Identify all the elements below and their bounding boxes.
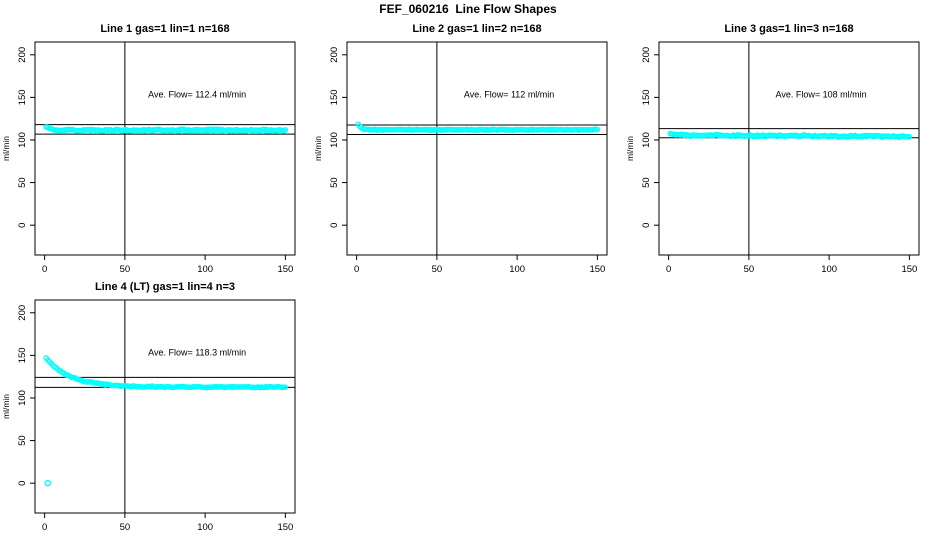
x-axis: 0 50 100 150 bbox=[42, 513, 293, 533]
plot-box bbox=[346, 41, 608, 256]
x-tick-label: 100 bbox=[821, 264, 837, 275]
y-axis: 0 50 100 150 200 bbox=[17, 305, 35, 486]
x-tick-label: 100 bbox=[197, 264, 213, 275]
y-tick-label: 50 bbox=[641, 177, 652, 188]
x-tick-label: 50 bbox=[120, 522, 131, 533]
y-tick-label: 100 bbox=[329, 132, 340, 148]
x-axis: 0 50 100 150 bbox=[354, 255, 605, 275]
y-axis: 0 50 100 150 200 bbox=[17, 47, 35, 228]
plot-box bbox=[34, 41, 296, 256]
x-tick-label: 50 bbox=[432, 264, 443, 275]
x-tick-label: 100 bbox=[197, 522, 213, 533]
y-tick-label: 200 bbox=[17, 305, 28, 321]
subplot-title: Line 4 (LT) gas=1 lin=4 n=3 bbox=[95, 281, 235, 293]
reference-lines bbox=[35, 42, 295, 255]
y-axis-label: ml/min bbox=[313, 136, 323, 161]
x-axis: 0 50 100 150 bbox=[666, 255, 917, 275]
y-tick-label: 150 bbox=[17, 347, 28, 363]
y-tick-label: 0 bbox=[17, 481, 28, 486]
y-tick-label: 200 bbox=[641, 47, 652, 63]
y-tick-label: 50 bbox=[17, 435, 28, 446]
outlier-point bbox=[44, 479, 52, 487]
x-tick-label: 0 bbox=[666, 264, 671, 275]
y-tick-label: 50 bbox=[329, 177, 340, 188]
ave-flow-annotation: Ave. Flow= 118.3 ml/min bbox=[148, 347, 246, 357]
reference-lines bbox=[35, 300, 295, 513]
y-axis: 0 50 100 150 200 bbox=[641, 47, 659, 228]
subplot-line-1: Line 1 gas=1 lin=1 n=168 0 50 100 150 0 50 100 1… bbox=[1, 23, 296, 275]
subplot-title: Line 2 gas=1 lin=2 n=168 bbox=[412, 23, 541, 35]
ave-flow-annotation: Ave. Flow= 112 ml/min bbox=[464, 89, 554, 99]
y-tick-label: 150 bbox=[17, 89, 28, 105]
reference-lines bbox=[659, 42, 919, 255]
y-tick-label: 100 bbox=[17, 132, 28, 148]
y-tick-label: 150 bbox=[641, 89, 652, 105]
y-axis-label: ml/min bbox=[1, 136, 11, 161]
scatter-series bbox=[43, 355, 289, 487]
y-tick-label: 0 bbox=[641, 223, 652, 228]
x-tick-label: 150 bbox=[277, 264, 293, 275]
x-tick-label: 50 bbox=[120, 264, 131, 275]
y-tick-label: 0 bbox=[17, 223, 28, 228]
data-point bbox=[594, 126, 601, 133]
subplot-line-4: Line 4 (LT) gas=1 lin=4 n=3 0 50 100 150 0 50 1… bbox=[1, 281, 296, 533]
reference-lines bbox=[347, 42, 607, 255]
y-tick-label: 150 bbox=[329, 89, 340, 105]
x-tick-label: 0 bbox=[42, 264, 47, 275]
x-tick-label: 150 bbox=[901, 264, 917, 275]
y-tick-label: 100 bbox=[641, 132, 652, 148]
scatter-series bbox=[43, 124, 289, 135]
x-tick-label: 150 bbox=[277, 522, 293, 533]
data-point bbox=[906, 134, 913, 140]
y-axis-label: ml/min bbox=[625, 136, 635, 161]
y-axis-label: ml/min bbox=[1, 394, 11, 419]
subplot-title: Line 1 gas=1 lin=1 n=168 bbox=[100, 23, 229, 35]
x-tick-label: 50 bbox=[744, 264, 755, 275]
x-tick-label: 150 bbox=[589, 264, 605, 275]
data-point bbox=[282, 384, 289, 391]
data-point bbox=[282, 127, 289, 133]
x-tick-label: 100 bbox=[509, 264, 525, 275]
scatter-series bbox=[667, 130, 913, 141]
x-tick-label: 0 bbox=[354, 264, 359, 275]
subplot-title: Line 3 gas=1 lin=3 n=168 bbox=[724, 23, 853, 35]
y-axis: 0 50 100 150 200 bbox=[329, 47, 347, 228]
x-axis: 0 50 100 150 bbox=[42, 255, 293, 275]
ave-flow-annotation: Ave. Flow= 108 ml/min bbox=[776, 89, 867, 99]
x-tick-label: 0 bbox=[42, 522, 47, 533]
y-tick-label: 200 bbox=[17, 47, 28, 63]
y-tick-label: 200 bbox=[329, 47, 340, 63]
scatter-series bbox=[355, 121, 601, 134]
ave-flow-annotation: Ave. Flow= 112.4 ml/min bbox=[148, 89, 246, 99]
y-tick-label: 50 bbox=[17, 177, 28, 188]
subplot-line-3: Line 3 gas=1 lin=3 n=168 0 50 100 150 0 50 100 1… bbox=[625, 23, 920, 275]
y-tick-label: 0 bbox=[329, 223, 340, 228]
main-title: FEF_060216 Line Flow Shapes bbox=[379, 2, 557, 16]
subplot-line-2: Line 2 gas=1 lin=2 n=168 0 50 100 150 0 50 100 1… bbox=[313, 23, 608, 275]
y-tick-label: 100 bbox=[17, 390, 28, 406]
plot-box bbox=[34, 299, 296, 514]
plot-box bbox=[658, 41, 920, 256]
